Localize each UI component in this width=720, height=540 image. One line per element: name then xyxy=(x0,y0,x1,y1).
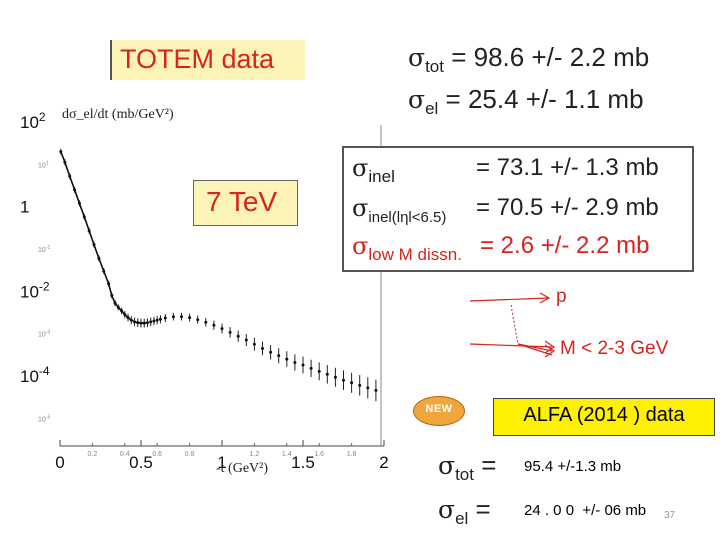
data-point xyxy=(309,366,313,370)
data-point xyxy=(269,350,273,354)
x-minor-tick-label: 1.6 xyxy=(314,451,324,458)
y-tick-label: 10-2 xyxy=(20,279,50,301)
x-minor-tick-label: 1.8 xyxy=(347,451,357,458)
data-point xyxy=(252,342,256,346)
energy-label-box: 7 TeV xyxy=(193,180,298,226)
x-minor-tick-label: 0.8 xyxy=(185,451,195,458)
sigma-low-mass-row: σlow M dissn. xyxy=(352,232,462,264)
x-tick-label: 1 xyxy=(217,453,226,472)
data-point xyxy=(228,330,232,334)
data-point xyxy=(149,320,153,324)
data-point xyxy=(158,317,162,321)
new-badge: NEW xyxy=(413,396,465,426)
data-point xyxy=(366,386,370,390)
data-point xyxy=(163,316,167,320)
data-point xyxy=(301,363,305,367)
data-point xyxy=(285,357,289,361)
x-tick-label: 2 xyxy=(379,453,388,472)
x-minor-tick-label: 1.4 xyxy=(282,451,292,458)
data-point xyxy=(293,360,297,364)
data-point xyxy=(155,318,159,322)
data-point xyxy=(333,375,337,379)
totem-data-label-box: TOTEM data xyxy=(110,40,305,80)
mass-label: M < 2-3 GeV xyxy=(560,338,669,359)
sigma-low-mass-value: = 2.6 +/- 2.2 mb xyxy=(480,232,650,259)
data-point xyxy=(180,315,183,319)
page-number: 37 xyxy=(664,510,676,521)
data-point xyxy=(358,383,362,387)
sigma-inel-row: σinel xyxy=(352,154,395,186)
dissociation-diagram xyxy=(469,292,556,358)
sigma-inel-value: = 73.1 +/- 1.3 mb xyxy=(476,154,659,181)
y-tick-label: 1 xyxy=(20,198,29,217)
data-point xyxy=(188,316,192,320)
x-tick-label: 1.5 xyxy=(291,453,315,472)
energy-label: 7 TeV xyxy=(206,186,278,217)
alfa-data-label: ALFA (2014 ) data xyxy=(493,398,715,436)
data-point xyxy=(152,319,156,323)
data-point xyxy=(374,388,378,392)
x-minor-tick-label: 0.6 xyxy=(152,451,162,458)
y-minor-tick-label: 10-3 xyxy=(38,330,50,339)
alfa-sigma-el-value: 24 . 0 0 +/- 06 mb xyxy=(524,502,647,519)
data-point xyxy=(212,323,216,327)
x-axis-label: -t (GeV²) xyxy=(216,461,268,476)
data-point xyxy=(325,372,329,376)
data-point xyxy=(244,338,248,342)
sigma-inel-eta-row: σinel(lηl<6.5) xyxy=(352,194,447,226)
data-point xyxy=(196,318,200,322)
x-minor-tick-label: 1.2 xyxy=(250,451,260,458)
inelastic-results-box: σinel = 73.1 +/- 1.3 mb σinel(lηl<6.5) =… xyxy=(342,146,694,272)
proton-label: p xyxy=(556,286,567,307)
y-tick-label: 10-4 xyxy=(20,364,50,386)
data-point xyxy=(277,354,281,358)
sigma-inel-eta-value: = 70.5 +/- 2.9 mb xyxy=(476,194,659,221)
sigma-el-line: σel = 25.4 +/- 1.1 mb xyxy=(408,84,644,118)
data-point xyxy=(220,327,224,331)
x-tick-label: 0 xyxy=(55,453,64,472)
y-minor-tick-label: 10-1 xyxy=(38,245,50,254)
data-point xyxy=(171,315,175,319)
data-curve xyxy=(60,151,148,324)
data-point xyxy=(236,334,240,338)
y-axis-label: dσ_el/dt (mb/GeV²) xyxy=(62,107,174,122)
data-point xyxy=(342,378,345,382)
alfa-sigma-tot-value: 95.4 +/-1.3 mb xyxy=(524,458,622,475)
data-point xyxy=(204,320,208,324)
y-minor-tick-label: 101 xyxy=(38,160,49,169)
x-minor-tick-label: 0.4 xyxy=(120,451,130,458)
data-point xyxy=(350,381,354,385)
alfa-sigma-tot: σtot = xyxy=(438,450,497,484)
data-point xyxy=(261,346,264,350)
y-minor-tick-label: 10-5 xyxy=(38,414,50,423)
alfa-sigma-el: σel = xyxy=(438,494,491,528)
y-tick-label: 102 xyxy=(20,110,46,132)
x-tick-label: 0.5 xyxy=(129,453,153,472)
x-minor-tick-label: 0.2 xyxy=(88,451,98,458)
sigma-tot-line: σtot = 98.6 +/- 2.2 mb xyxy=(408,42,650,76)
chart-title: TOTEM data xyxy=(120,44,275,74)
data-point xyxy=(317,369,321,373)
